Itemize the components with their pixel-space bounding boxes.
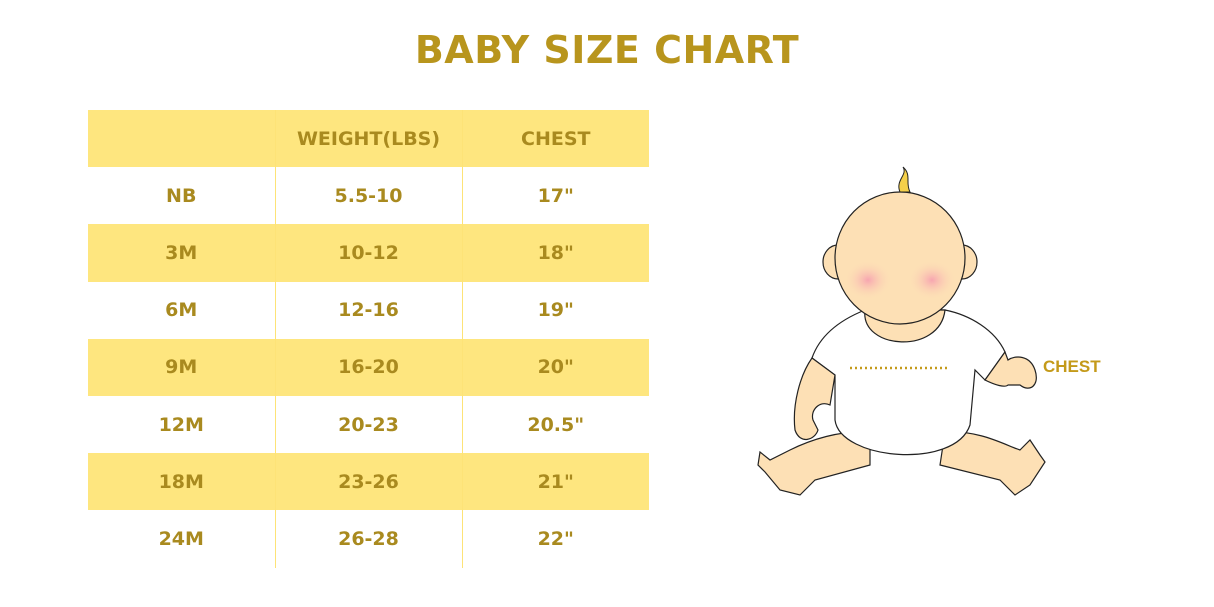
cell-chest: 22" [537, 527, 574, 550]
cell-chest: 20" [537, 356, 574, 379]
header-chest: CHEST [521, 127, 591, 150]
size-table: WEIGHT(LBS) CHEST NB 5.5-10 17" 3M 10-12 18" 6… [88, 110, 649, 568]
cell-size: 24M [88, 510, 276, 568]
header-size [88, 110, 276, 168]
cell-chest: 17" [537, 184, 574, 207]
table-row: 12M 20-23 20.5" [88, 395, 649, 454]
cell-size: 3M [88, 224, 276, 282]
table-row: 9M 16-20 20" [88, 338, 649, 396]
table-header-row: WEIGHT(LBS) CHEST [88, 110, 649, 168]
cell-weight: 10-12 [275, 224, 463, 282]
right-leg [939, 431, 1046, 496]
cell-size: 12M [88, 395, 276, 454]
table-row: 3M 10-12 18" [88, 224, 649, 282]
cell-size: 9M [88, 338, 276, 396]
cell-weight: 5.5-10 [275, 167, 463, 225]
table-row: NB 5.5-10 17" [88, 167, 649, 225]
left-arm [793, 357, 836, 440]
baby-illustration [757, 166, 1046, 496]
cell-chest: 18" [537, 241, 574, 264]
head [834, 191, 966, 325]
page-title: BABY SIZE CHART [414, 28, 800, 72]
cell-weight: 12-16 [275, 281, 463, 339]
cell-size: NB [88, 167, 276, 225]
cell-weight: 23-26 [275, 453, 463, 511]
onesie [811, 309, 1006, 456]
right-arm [984, 350, 1037, 389]
cell-chest: 20.5" [527, 413, 585, 436]
cell-weight: 26-28 [275, 510, 463, 568]
cell-chest: 19" [537, 299, 574, 322]
cell-chest: 21" [537, 470, 574, 493]
table-row: 24M 26-28 22" [88, 510, 649, 568]
table-row: 6M 12-16 19" [88, 281, 649, 339]
table-row: 18M 23-26 21" [88, 453, 649, 511]
chest-label: CHEST [1043, 357, 1101, 376]
hair-curl [898, 166, 911, 193]
header-weight: WEIGHT(LBS) [275, 110, 463, 168]
cell-weight: 20-23 [275, 395, 463, 454]
cell-weight: 16-20 [275, 338, 463, 396]
cell-size: 18M [88, 453, 276, 511]
cell-size: 6M [88, 281, 276, 339]
